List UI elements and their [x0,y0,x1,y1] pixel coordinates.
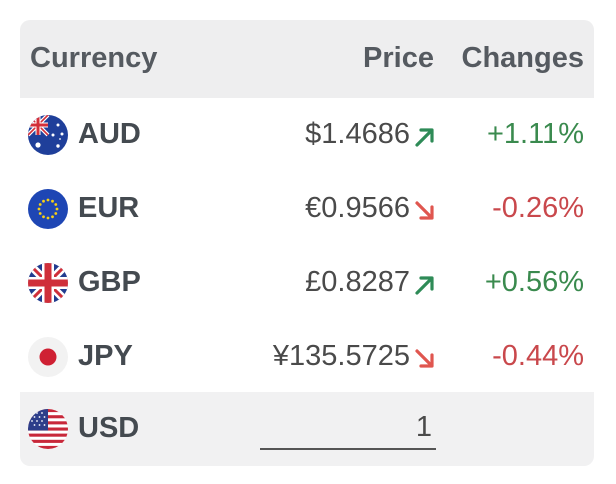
currency-code: AUD [78,118,141,150]
trend-down-arrow-icon [412,346,438,372]
uk-flag-icon [28,263,68,303]
us-flag-icon [28,409,68,449]
currency-converter-card: Currency Price Changes [20,20,594,466]
currency-code: EUR [78,192,140,224]
base-amount-input[interactable] [260,406,436,450]
currency-row-eur[interactable]: EUR €0.9566 -0.26% [20,172,594,246]
currency-code: JPY [78,340,133,372]
trend-down-arrow-icon [412,198,438,224]
australia-flag-icon [28,115,68,155]
currency-change: -0.26% [492,192,584,224]
changes-column-header: Changes [461,42,584,74]
price-column-header: Price [363,42,434,74]
base-currency-row-usd: USD [20,392,594,466]
currency-price: $1.4686 [305,118,410,150]
currency-price: ¥135.5725 [272,340,410,372]
currency-code: GBP [78,266,141,298]
currency-column-header: Currency [30,42,158,74]
currency-change: +1.11% [486,118,584,150]
base-currency-code: USD [78,412,140,444]
currency-price: £0.8287 [305,266,410,298]
japan-flag-icon [28,337,68,377]
eu-flag-icon [28,189,68,229]
currency-change: +0.56% [484,266,584,298]
currency-change: -0.44% [492,340,584,372]
currency-row-jpy[interactable]: JPY ¥135.5725 -0.44% [20,320,594,394]
trend-up-arrow-icon [412,124,438,150]
currency-row-gbp[interactable]: GBP £0.8287 +0.56% [20,246,594,320]
trend-up-arrow-icon [412,272,438,298]
currency-price: €0.9566 [305,192,410,224]
table-header: Currency Price Changes [20,20,594,98]
currency-row-aud[interactable]: AUD $1.4686 +1.11% [20,98,594,172]
